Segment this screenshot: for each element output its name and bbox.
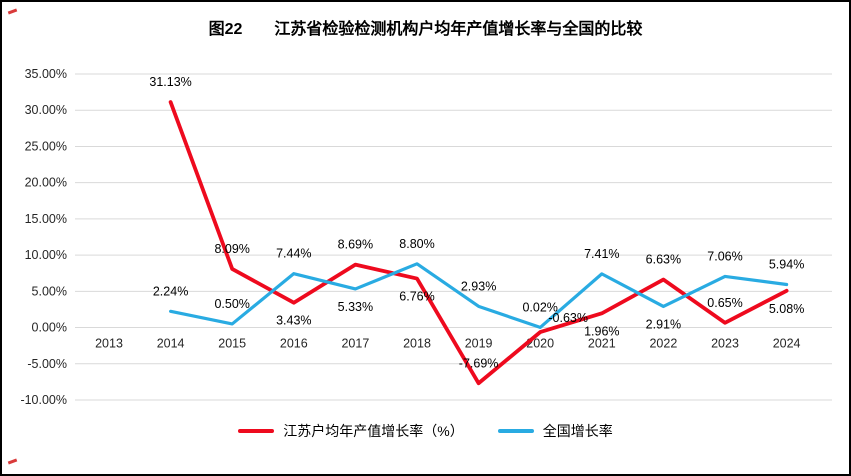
- data-label: 31.13%: [149, 75, 191, 89]
- data-label: 2.91%: [646, 317, 681, 331]
- data-label: 7.44%: [276, 247, 311, 261]
- jiangsu-series-swatch: [238, 429, 275, 433]
- y-axis-label: 0.00%: [32, 321, 67, 335]
- data-label: 8.09%: [214, 242, 249, 256]
- data-label: 0.50%: [214, 297, 249, 311]
- x-axis-label: 2023: [711, 337, 739, 351]
- y-axis-label: 5.00%: [32, 284, 67, 298]
- data-label: 5.33%: [338, 300, 373, 314]
- legend-label-jiangsu: 江苏户均年产值增长率（%）: [283, 423, 464, 439]
- data-label: 7.06%: [707, 249, 742, 263]
- y-axis-label: 10.00%: [25, 248, 67, 262]
- data-label: 0.02%: [522, 300, 557, 314]
- data-label: 1.96%: [584, 324, 619, 338]
- data-label: 2.93%: [461, 279, 496, 293]
- data-label: 0.65%: [707, 296, 742, 310]
- legend-label-national: 全国增长率: [542, 423, 613, 439]
- legend-item-national: 全国增长率: [497, 421, 613, 441]
- x-axis-label: 2022: [649, 337, 677, 351]
- data-label: -7.69%: [459, 356, 499, 370]
- y-axis-label: -10.00%: [20, 393, 67, 407]
- x-axis-label: 2013: [95, 337, 123, 351]
- data-label: 5.08%: [769, 302, 804, 316]
- x-axis-label: 2021: [588, 337, 616, 351]
- x-axis-label: 2024: [773, 337, 801, 351]
- series-line-1: [169, 262, 789, 330]
- data-label: 3.43%: [276, 314, 311, 328]
- national-series-swatch: [497, 429, 534, 433]
- data-label: 6.63%: [646, 253, 681, 267]
- x-axis-label: 2014: [157, 337, 185, 351]
- y-axis-label: 20.00%: [25, 176, 67, 190]
- x-axis-label: 2016: [280, 337, 308, 351]
- data-label: 2.24%: [153, 284, 188, 298]
- data-label: 8.69%: [338, 238, 373, 252]
- x-axis-label: 2015: [218, 337, 246, 351]
- x-axis-label: 2018: [403, 337, 431, 351]
- data-label: 8.80%: [399, 237, 434, 251]
- chart-legend: 江苏户均年产值增长率（%） 全国增长率: [2, 421, 849, 441]
- y-axis-label: 25.00%: [25, 139, 67, 153]
- data-label: 6.76%: [399, 290, 434, 304]
- data-label: -0.63%: [548, 311, 588, 325]
- legend-item-jiangsu: 江苏户均年产值增长率（%）: [238, 421, 464, 441]
- data-label: 5.94%: [769, 258, 804, 272]
- chart-title: 图22 江苏省检验检测机构户均年产值增长率与全国的比较: [208, 21, 643, 38]
- x-axis-label: 2019: [465, 337, 493, 351]
- y-axis-label: -5.00%: [27, 357, 67, 371]
- data-label: 7.41%: [584, 247, 619, 261]
- y-axis-label: 35.00%: [25, 67, 67, 81]
- x-axis-label: 2017: [341, 337, 369, 351]
- y-axis-label: 30.00%: [25, 103, 67, 117]
- y-axis-label: 15.00%: [25, 212, 67, 226]
